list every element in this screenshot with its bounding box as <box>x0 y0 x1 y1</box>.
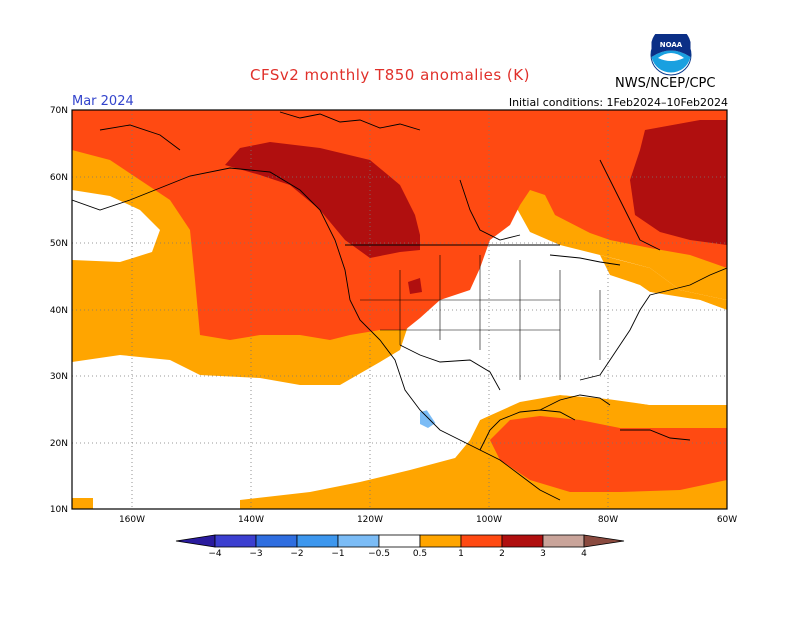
lon-label-100w: 100W <box>476 515 502 525</box>
colorbar-label: −3 <box>249 549 262 559</box>
lon-label-60w: 60W <box>717 515 737 525</box>
latitude-labels: 70N 60N 50N 40N 30N 20N 10N <box>50 106 68 515</box>
colorbar-bin <box>296 534 339 548</box>
lat-label-60: 60N <box>50 173 68 183</box>
colorbar-bin <box>255 534 298 548</box>
colorbar-label: −0.5 <box>368 549 390 559</box>
lon-label-80w: 80W <box>598 515 618 525</box>
colorbar-arrow-high <box>583 534 625 548</box>
anomaly-region-darkred-east <box>630 120 727 245</box>
colorbar-arrow-low <box>175 534 216 548</box>
colorbar-label: 0.5 <box>413 549 427 559</box>
lat-label-40: 40N <box>50 306 68 316</box>
noaa-logo: NOAA <box>650 34 692 76</box>
lat-label-30: 30N <box>50 372 68 382</box>
lat-label-10: 10N <box>50 505 68 515</box>
lat-label-70: 70N <box>50 106 68 116</box>
lon-label-140w: 140W <box>238 515 264 525</box>
forecast-month: Mar 2024 <box>72 94 134 109</box>
colorbar-label: −2 <box>290 549 303 559</box>
colorbar <box>175 534 625 548</box>
colorbar-bin <box>337 534 380 548</box>
state-borders <box>360 255 601 380</box>
colorbar-bin <box>501 534 544 548</box>
coastlines <box>72 111 727 501</box>
lat-label-20: 20N <box>50 439 68 449</box>
anomaly-region-darkred-small <box>408 278 422 294</box>
lon-label-160w: 160W <box>119 515 145 525</box>
colorbar-bin <box>460 534 503 548</box>
colorbar-bin <box>419 534 462 548</box>
graticule <box>72 110 727 509</box>
colorbar-label: −4 <box>208 549 222 559</box>
colorbar-label: 1 <box>458 549 464 559</box>
anomaly-region-red-south <box>490 416 727 492</box>
anomaly-region-orange-dot <box>72 498 93 509</box>
colorbar-bin <box>214 534 257 548</box>
colorbar-label: −1 <box>331 549 344 559</box>
colorbar-label: 2 <box>499 549 505 559</box>
lon-label-120w: 120W <box>357 515 383 525</box>
colorbar-labels: −4 −3 −2 −1 −0.5 0.5 1 2 3 4 <box>208 549 587 559</box>
colorbar-label: 4 <box>581 549 587 559</box>
map-frame <box>71 109 728 510</box>
agency-label: NWS/NCEP/CPC <box>615 76 716 91</box>
anomaly-region-orange-ne <box>600 255 727 310</box>
colorbar-label: 3 <box>540 549 546 559</box>
anomaly-field <box>72 110 727 509</box>
chart-title: CFSv2 monthly T850 anomalies (K) <box>250 66 530 84</box>
colorbar-bin <box>378 534 421 548</box>
anomaly-region-neutral-us <box>405 276 727 458</box>
colorbar-bin <box>542 534 585 548</box>
lat-label-50: 50N <box>50 239 68 249</box>
anomaly-region-darkred-west <box>225 142 420 258</box>
longitude-labels: 160W 140W 120W 100W 80W 60W <box>119 515 737 525</box>
svg-text:NOAA: NOAA <box>660 41 683 49</box>
initial-conditions: Initial conditions: 1Feb2024–10Feb2024 <box>508 96 728 109</box>
